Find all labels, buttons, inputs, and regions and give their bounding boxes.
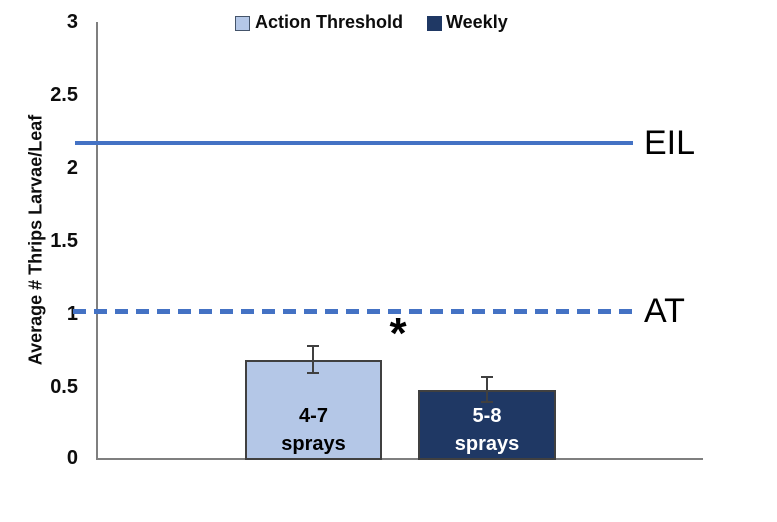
y-axis-line [96,22,98,459]
error-bar-weekly [486,377,488,402]
bar-label-line2: sprays [454,433,520,455]
at-label: AT [644,292,685,330]
y-tick-label: 1 [66,303,78,325]
x-axis-line [96,458,703,460]
error-bar-cap [307,372,319,374]
error-bar-cap [307,345,319,347]
y-tick-label: 1.5 [50,230,78,252]
y-tick-label: 3 [66,11,78,33]
y-axis-title: Average # Thrips Larvae/Leaf [25,114,46,366]
legend-swatch-action-threshold [235,16,250,31]
eil-label: EIL [644,124,696,162]
legend-label-action-threshold: Action Threshold [255,12,403,32]
legend-label-weekly: Weekly [446,12,508,32]
error-bar-action-threshold [312,346,314,373]
bar-label-line2: sprays [281,433,346,455]
y-tick-label: 2 [66,157,78,179]
error-bar-cap [481,401,493,403]
bar-label-line1: 4-7 [299,405,328,427]
error-bar-cap [481,376,493,378]
bar-label-weekly: 5-8 sprays [418,402,556,458]
significance-asterisk: * [389,309,407,358]
eil-reference-line [75,141,633,145]
y-tick-label: 2.5 [50,84,78,106]
y-tick-label: 0 [66,447,78,469]
at-reference-line-dashed [73,309,632,314]
bar-label-action-threshold: 4-7 sprays [245,402,382,458]
y-tick-label: 0.5 [50,376,78,398]
legend-swatch-weekly [427,16,442,31]
bar-label-line1: 5-8 [472,405,502,427]
